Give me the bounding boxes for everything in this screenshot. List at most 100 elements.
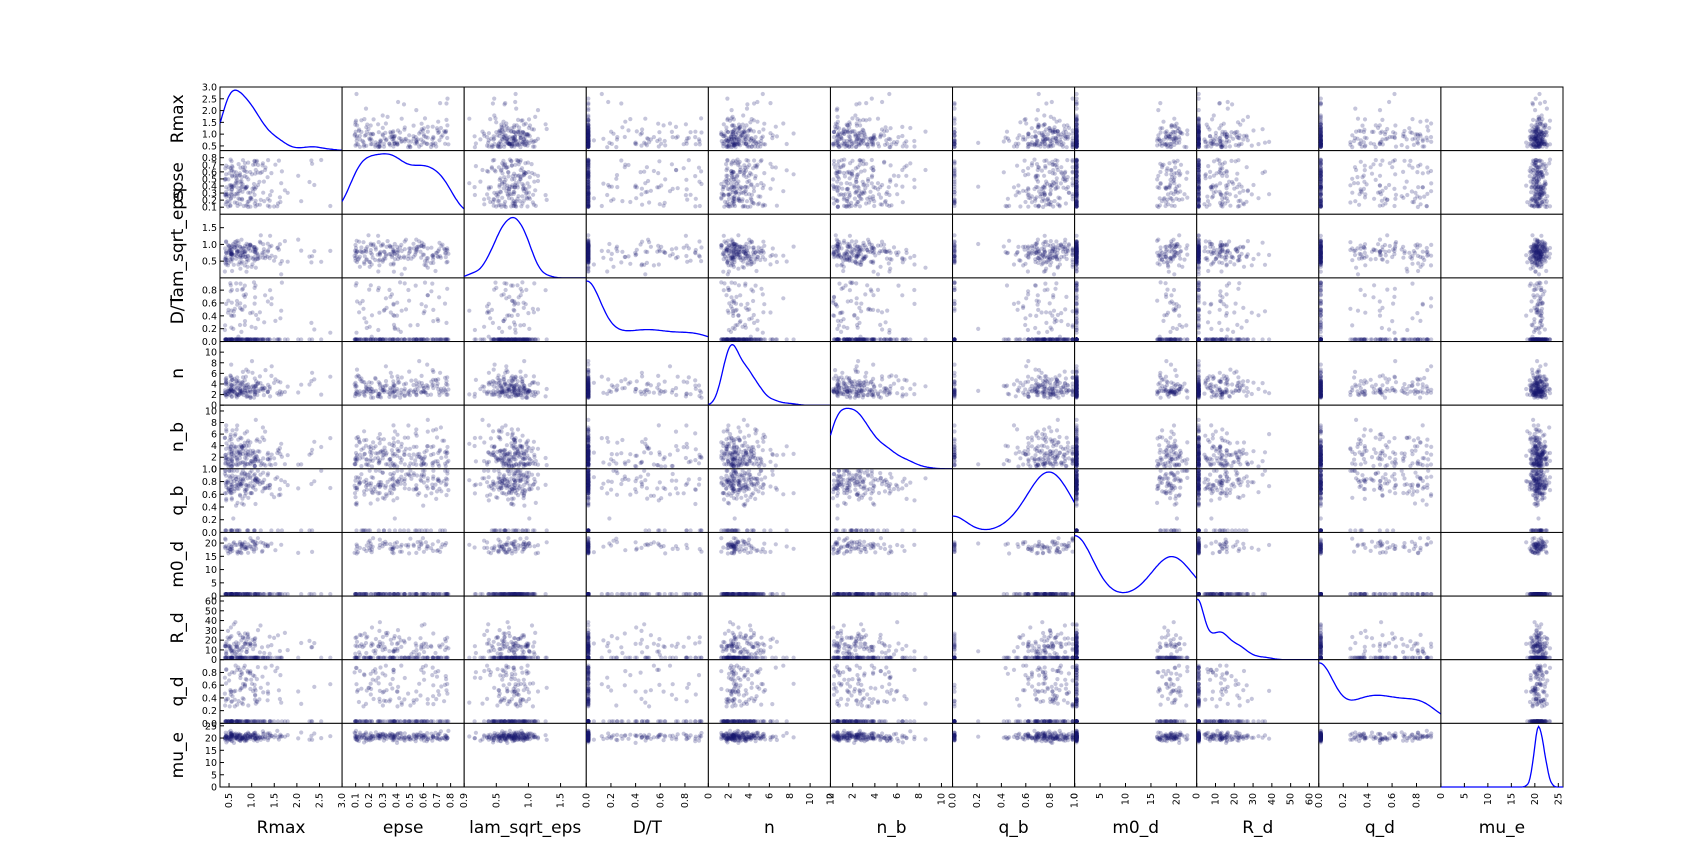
scatter-point: [1529, 166, 1533, 170]
scatter-point: [615, 173, 619, 177]
scatter-point: [879, 196, 883, 200]
scatter-point: [739, 133, 743, 137]
scatter-point: [517, 180, 521, 184]
cell-epse-vs-m0_d: [1075, 151, 1197, 215]
scatter-point: [880, 100, 884, 104]
scatter-point: [846, 123, 850, 127]
scatter-point: [1380, 159, 1384, 163]
scatter-point: [668, 121, 672, 125]
scatter-point: [234, 257, 238, 261]
scatter-point: [615, 137, 619, 141]
scatter-point: [1413, 191, 1417, 195]
scatter-point: [835, 125, 839, 129]
scatter-point: [259, 198, 263, 202]
scatter-point: [744, 123, 748, 127]
scatter-point: [1410, 137, 1414, 141]
cell-lam_sqrt_eps-vs-n: [708, 214, 830, 278]
scatter-point: [502, 124, 506, 128]
scatter-point: [889, 163, 893, 167]
scatter-point: [1256, 142, 1260, 146]
scatter-point: [377, 240, 381, 244]
scatter-point: [601, 182, 605, 186]
scatter-point: [1545, 205, 1549, 209]
scatter-point: [1256, 196, 1260, 200]
scatter-point: [860, 258, 864, 262]
scatter-point: [876, 187, 880, 191]
scatter-point: [1043, 122, 1047, 126]
scatter-point: [377, 130, 381, 134]
scatter-point: [659, 245, 663, 249]
scatter-point: [414, 139, 418, 143]
scatter-point: [510, 126, 514, 130]
scatter-point: [905, 164, 909, 168]
scatter-point: [1405, 180, 1409, 184]
scatter-point: [761, 255, 765, 259]
scatter-point: [520, 118, 524, 122]
scatter-point: [253, 172, 257, 176]
scatter-point: [853, 197, 857, 201]
scatter-point: [269, 244, 273, 248]
scatter-point: [759, 139, 763, 143]
scatter-point: [586, 258, 590, 262]
scatter-point: [761, 127, 765, 131]
scatter-point: [1164, 187, 1168, 191]
scatter-point: [1021, 169, 1025, 173]
scatter-point: [516, 194, 520, 198]
scatter-point: [1032, 158, 1036, 162]
scatter-point: [1043, 240, 1047, 244]
scatter-point: [1043, 164, 1047, 168]
scatter-point: [276, 201, 280, 205]
scatter-point: [768, 254, 772, 258]
scatter-point: [224, 193, 228, 197]
scatter-point: [319, 158, 323, 162]
scatter-point: [774, 254, 778, 258]
scatter-point: [1021, 135, 1025, 139]
scatter-point: [1169, 239, 1173, 243]
scatter-point: [379, 244, 383, 248]
scatter-point: [725, 118, 729, 122]
scatter-point: [1059, 181, 1063, 185]
scatter-point: [248, 242, 252, 246]
scatter-point: [527, 117, 531, 121]
scatter-point: [1168, 142, 1172, 146]
scatter-point: [438, 101, 442, 105]
scatter-point: [1359, 129, 1363, 133]
scatter-point: [699, 245, 703, 249]
scatter-point: [1220, 166, 1224, 170]
scatter-point: [381, 126, 385, 130]
scatter-point: [1236, 158, 1240, 162]
scatter-point: [474, 141, 478, 145]
scatter-point: [1061, 250, 1065, 254]
scatter-point: [1155, 177, 1159, 181]
scatter-point: [895, 192, 899, 196]
scatter-point: [592, 196, 596, 200]
scatter-point: [240, 175, 244, 179]
scatter-point: [407, 133, 411, 137]
scatter-point: [1534, 160, 1538, 164]
scatter-point: [1056, 134, 1060, 138]
scatter-point: [724, 250, 728, 254]
scatter-point: [1048, 170, 1052, 174]
scatter-point: [368, 265, 372, 269]
scatter-point: [377, 145, 381, 149]
scatter-point: [1035, 138, 1039, 142]
scatter-point: [854, 261, 858, 265]
scatter-point: [724, 177, 728, 181]
scatter-point: [445, 136, 449, 140]
scatter-point: [520, 201, 524, 205]
scatter-point: [230, 187, 234, 191]
scatter-point: [642, 170, 646, 174]
scatter-point: [912, 144, 916, 148]
scatter-point: [1075, 133, 1079, 137]
scatter-point: [1065, 145, 1069, 149]
scatter-point: [615, 249, 619, 253]
scatter-point: [1179, 163, 1183, 167]
scatter-point: [1530, 123, 1534, 127]
scatter-point: [358, 134, 362, 138]
scatter-point: [357, 257, 361, 261]
scatter-point: [850, 116, 854, 120]
scatter-point: [1032, 244, 1036, 248]
cell-epse-vs-Rmax: [220, 151, 342, 215]
scatter-point: [1545, 194, 1549, 198]
scatter-point: [600, 204, 604, 208]
